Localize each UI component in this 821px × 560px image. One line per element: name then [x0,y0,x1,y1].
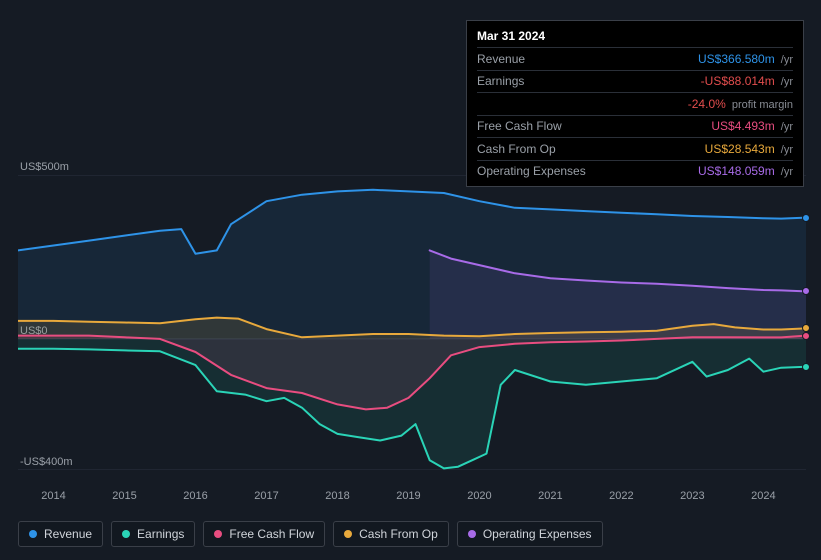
legend-item[interactable]: Operating Expenses [457,521,603,547]
chart-tooltip: Mar 31 2024 RevenueUS$366.580m /yrEarnin… [466,20,804,187]
series-end-dot [802,363,810,371]
y-axis-label: US$500m [20,161,69,173]
legend-dot-icon [214,530,222,538]
x-axis-label: 2016 [183,490,207,502]
legend-dot-icon [344,530,352,538]
chart-legend: Revenue Earnings Free Cash Flow Cash From O… [18,521,603,547]
tooltip-row: Operating Expenses US$148.059m /yr [477,160,793,183]
legend-item[interactable]: Earnings [111,521,195,547]
series-end-dot [802,287,810,295]
legend-label: Cash From Op [359,527,438,541]
tooltip-row-value: US$366.580m /yr [698,50,793,69]
tooltip-row-value: US$148.059m /yr [698,162,793,181]
tooltip-row-value: US$4.493m /yr [711,117,793,136]
financials-chart: US$500mUS$0-US$400m 20142015201620172018… [0,0,821,560]
tooltip-row: Free Cash Flow US$4.493m /yr [477,115,793,138]
tooltip-row-label: Cash From Op [477,140,556,159]
legend-dot-icon [29,530,37,538]
tooltip-date: Mar 31 2024 [477,27,793,45]
x-axis-label: 2021 [538,490,562,502]
legend-label: Earnings [137,527,184,541]
tooltip-row: -24.0% profit margin [477,92,793,115]
x-axis-label: 2022 [609,490,633,502]
legend-dot-icon [468,530,476,538]
x-axis-label: 2023 [680,490,704,502]
tooltip-row-label: Free Cash Flow [477,117,562,136]
tooltip-row-value: US$28.543m /yr [705,140,793,159]
series-end-dot [802,214,810,222]
tooltip-row-value: -US$88.014m /yr [701,72,793,91]
x-axis-label: 2017 [254,490,278,502]
tooltip-row-label: Operating Expenses [477,162,586,181]
legend-item[interactable]: Free Cash Flow [203,521,325,547]
legend-label: Operating Expenses [483,527,592,541]
x-axis-label: 2015 [112,490,136,502]
tooltip-row-value: -24.0% profit margin [688,95,793,114]
series-end-dot [802,324,810,332]
chart-plot-area[interactable] [18,175,806,470]
series-end-dot [802,332,810,340]
x-axis-label: 2019 [396,490,420,502]
tooltip-row: Revenue US$366.580m /yr [477,47,793,70]
x-axis-label: 2018 [325,490,349,502]
tooltip-row: Earnings -US$88.014m /yr [477,70,793,93]
x-axis-label: 2014 [41,490,65,502]
x-axis-label: 2024 [751,490,775,502]
legend-item[interactable]: Revenue [18,521,103,547]
legend-item[interactable]: Cash From Op [333,521,449,547]
x-axis-label: 2020 [467,490,491,502]
tooltip-row-label: Revenue [477,50,525,69]
tooltip-row: Cash From Op US$28.543m /yr [477,137,793,160]
chart-svg [18,175,806,470]
legend-label: Free Cash Flow [229,527,314,541]
tooltip-row-label: Earnings [477,72,524,91]
legend-dot-icon [122,530,130,538]
legend-label: Revenue [44,527,92,541]
